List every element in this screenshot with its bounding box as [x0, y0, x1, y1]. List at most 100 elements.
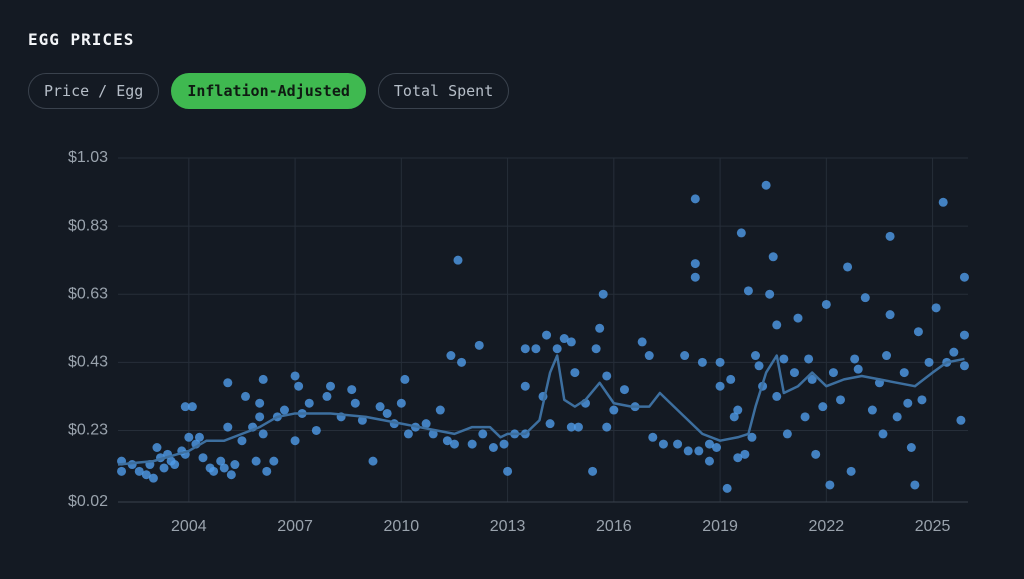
- data-point: [559, 334, 569, 344]
- data-point: [903, 398, 913, 408]
- data-point: [520, 381, 530, 391]
- data-point: [446, 351, 456, 361]
- data-point: [913, 327, 923, 337]
- data-point: [800, 412, 810, 422]
- x-tick-label: 2013: [490, 518, 526, 535]
- data-point: [187, 402, 197, 412]
- data-point: [279, 405, 289, 415]
- data-point: [821, 299, 831, 309]
- data-point: [503, 466, 513, 476]
- data-point: [602, 371, 612, 381]
- data-point: [959, 330, 969, 340]
- x-tick-label: 2007: [277, 518, 313, 535]
- data-point: [697, 357, 707, 367]
- data-point: [255, 398, 265, 408]
- data-point: [304, 398, 314, 408]
- x-tick-label: 2010: [384, 518, 420, 535]
- data-point: [311, 425, 321, 435]
- x-tick-label: 2016: [596, 518, 632, 535]
- y-tick-label: $0.02: [68, 493, 108, 510]
- data-point: [853, 364, 863, 374]
- data-point: [322, 391, 332, 401]
- tab-bar: Price / Egg Inflation-Adjusted Total Spent: [28, 73, 510, 109]
- data-point: [566, 337, 576, 347]
- data-point: [850, 354, 860, 364]
- data-point: [765, 289, 775, 299]
- data-point: [396, 398, 406, 408]
- data-point: [754, 361, 764, 371]
- trend-line: [117, 354, 965, 466]
- data-point: [294, 381, 304, 391]
- data-point: [255, 412, 265, 422]
- data-point: [403, 429, 413, 439]
- data-point: [637, 337, 647, 347]
- data-point: [782, 429, 792, 439]
- data-point: [715, 381, 725, 391]
- data-point: [743, 286, 753, 296]
- data-point: [421, 419, 431, 429]
- data-point: [619, 385, 629, 395]
- data-point: [846, 466, 856, 476]
- data-point: [658, 439, 668, 449]
- data-point: [262, 466, 272, 476]
- data-point: [216, 456, 226, 466]
- data-point: [828, 368, 838, 378]
- data-point: [917, 395, 927, 405]
- x-tick-label: 2004: [171, 518, 207, 535]
- data-point: [467, 439, 477, 449]
- x-tick-label: 2019: [702, 518, 738, 535]
- y-tick-label: $1.03: [68, 149, 108, 166]
- x-tick-label: 2022: [809, 518, 845, 535]
- data-point: [170, 460, 180, 470]
- data-point: [878, 429, 888, 439]
- data-point: [573, 422, 583, 432]
- data-point: [531, 344, 541, 354]
- data-point: [609, 405, 619, 415]
- data-point: [209, 466, 219, 476]
- data-point: [152, 443, 162, 453]
- data-point: [715, 357, 725, 367]
- data-point: [804, 354, 814, 364]
- data-point: [368, 456, 378, 466]
- data-point: [141, 470, 151, 480]
- page-title: EGG PRICES: [28, 30, 135, 49]
- data-point: [736, 228, 746, 238]
- data-point: [772, 320, 782, 330]
- data-point: [184, 432, 194, 442]
- tab[interactable]: Price / Egg: [28, 73, 160, 109]
- data-point: [478, 429, 488, 439]
- data-point: [712, 443, 722, 453]
- data-point: [807, 374, 817, 384]
- data-point: [899, 368, 909, 378]
- data-point: [673, 439, 683, 449]
- data-point: [499, 439, 509, 449]
- data-point: [382, 408, 392, 418]
- data-point: [520, 344, 530, 354]
- data-point: [435, 405, 445, 415]
- data-point: [924, 357, 934, 367]
- data-point: [588, 466, 598, 476]
- data-point: [825, 480, 835, 490]
- tab[interactable]: Total Spent: [377, 73, 510, 109]
- tab[interactable]: Inflation-Adjusted: [171, 73, 366, 109]
- data-point: [241, 391, 250, 401]
- data-point: [938, 197, 948, 207]
- data-point: [906, 443, 916, 453]
- data-point: [552, 344, 562, 354]
- data-point: [290, 371, 300, 381]
- data-point: [751, 351, 760, 361]
- data-point: [159, 463, 169, 473]
- data-point: [326, 381, 335, 391]
- data-point: [488, 443, 498, 453]
- data-point: [595, 323, 605, 333]
- data-point: [357, 415, 367, 425]
- data-point: [793, 313, 803, 323]
- data-point: [545, 419, 555, 429]
- data-point: [680, 351, 690, 361]
- data-point: [931, 303, 941, 313]
- data-point: [885, 231, 895, 241]
- data-point: [442, 436, 452, 446]
- data-point: [683, 446, 693, 456]
